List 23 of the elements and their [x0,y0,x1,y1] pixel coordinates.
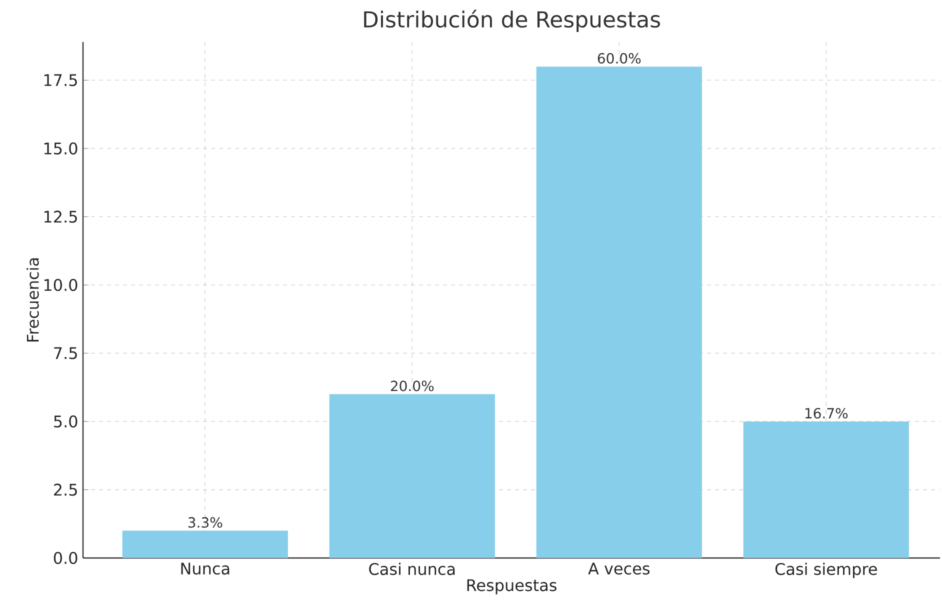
annotation: 20.0% [390,380,434,392]
bar [743,421,909,558]
y-tick-label: 0.0 [54,552,78,564]
y-tick-label: 7.5 [54,347,77,360]
chart-title: Distribución de Respuestas [364,10,660,32]
y-axis-title: Frecuencia [26,258,39,342]
x-tick-label: A veces [588,562,650,575]
y-tick-label: 12.5 [44,210,77,223]
x-tick-label: Casi siempre [775,562,877,578]
y-tick-label: 5.0 [54,415,78,428]
y-tick-label: 10.0 [44,278,78,292]
bar [122,530,288,558]
x-tick-label: Nunca [181,562,230,575]
annotation: 3.3% [188,517,222,528]
x-tick-label: Casi nunca [369,562,455,576]
bar [536,66,702,558]
bar [329,394,495,558]
y-tick-label: 15.0 [44,142,78,155]
x-axis-title: Respuestas [467,579,556,594]
y-tick-label: 2.5 [54,484,77,496]
y-tick-label: 17.5 [44,74,77,86]
annotation: 16.7% [805,408,848,419]
annotation: 60.0% [598,53,641,64]
